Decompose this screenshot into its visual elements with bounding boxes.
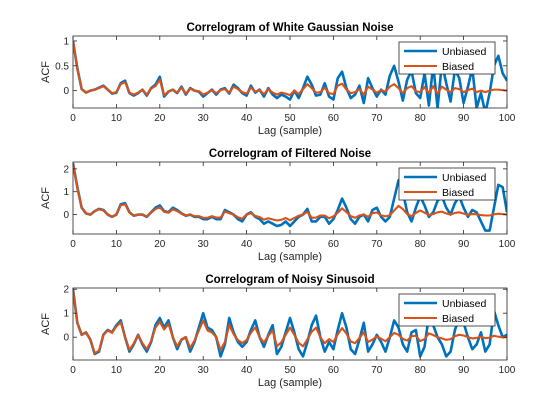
- x-tick-label: 20: [154, 239, 166, 250]
- x-tick-label: 90: [458, 113, 470, 124]
- x-tick-label: 50: [284, 239, 296, 250]
- x-tick-label: 30: [198, 113, 210, 124]
- series-line-biased: [73, 289, 507, 355]
- x-tick-label: 10: [111, 239, 123, 250]
- legend-label-unbiased: Unbiased: [442, 298, 487, 310]
- series-line-unbiased: [73, 289, 507, 358]
- y-tick-label: 0: [63, 210, 69, 221]
- chart-title: Correlogram of White Gaussian Noise: [186, 22, 393, 34]
- y-tick-label: 0: [63, 86, 69, 97]
- legend-box: [398, 167, 496, 201]
- legend-label-biased: Biased: [442, 61, 474, 73]
- x-tick-label: 30: [198, 365, 210, 376]
- x-tick-label: 70: [371, 365, 383, 376]
- x-tick-label: 80: [415, 113, 427, 124]
- legend-label-biased: Biased: [442, 313, 474, 325]
- x-tick-label: 90: [458, 239, 470, 250]
- x-tick-label: 70: [371, 239, 383, 250]
- x-tick-label: 100: [499, 239, 516, 250]
- y-tick-label: 0: [63, 333, 69, 344]
- legend-label-unbiased: Unbiased: [442, 172, 487, 184]
- y-tick-label: 1: [63, 36, 69, 47]
- legend-box: [398, 41, 496, 75]
- x-tick-label: 90: [458, 365, 470, 376]
- legend: Unbiased Biased: [398, 41, 496, 75]
- x-tick-label: 20: [154, 113, 166, 124]
- x-tick-label: 40: [241, 113, 253, 124]
- legend-box: [398, 293, 496, 327]
- x-axis-label: Lag (sample): [258, 251, 322, 263]
- legend: Unbiased Biased: [398, 293, 496, 327]
- x-tick-label: 0: [70, 365, 76, 376]
- x-tick-label: 30: [198, 239, 210, 250]
- x-tick-label: 80: [415, 365, 427, 376]
- x-tick-label: 60: [328, 113, 340, 124]
- y-tick-label: 1: [63, 187, 69, 198]
- chart-title: Correlogram of Filtered Noise: [209, 148, 371, 160]
- x-axis-label: Lag (sample): [258, 125, 322, 137]
- x-tick-label: 70: [371, 113, 383, 124]
- x-tick-label: 0: [70, 239, 76, 250]
- series-line-biased: [73, 40, 507, 97]
- subplot-1: 0 10 20 30 40 50 60 70 80 90 100 1 0.5 0 Correlogram o…: [40, 22, 516, 137]
- series-line-biased: [73, 162, 507, 222]
- x-tick-label: 20: [154, 365, 166, 376]
- x-tick-label: 100: [499, 365, 516, 376]
- chart-title: Correlogram of Noisy Sinusoid: [205, 274, 374, 286]
- y-tick-label: 2: [63, 285, 69, 296]
- y-axis-label: ACF: [40, 187, 52, 209]
- x-tick-label: 80: [415, 239, 427, 250]
- x-tick-label: 40: [241, 365, 253, 376]
- legend-label-biased: Biased: [442, 187, 474, 199]
- x-tick-label: 40: [241, 239, 253, 250]
- x-tick-label: 100: [499, 113, 516, 124]
- x-tick-label: 60: [328, 365, 340, 376]
- x-tick-label: 60: [328, 239, 340, 250]
- x-tick-label: 10: [111, 365, 123, 376]
- y-axis-label: ACF: [40, 313, 52, 335]
- legend-label-unbiased: Unbiased: [442, 46, 487, 58]
- y-axis-label: ACF: [40, 61, 52, 83]
- x-tick-label: 0: [70, 113, 76, 124]
- x-axis-label: Lag (sample): [258, 377, 322, 389]
- y-tick-label: 0.5: [55, 61, 69, 72]
- x-tick-label: 50: [284, 365, 296, 376]
- x-tick-label: 10: [111, 113, 123, 124]
- y-tick-label: 1: [63, 309, 69, 320]
- x-tick-label: 50: [284, 113, 296, 124]
- y-tick-label: 2: [63, 164, 69, 175]
- legend: Unbiased Biased: [398, 167, 496, 201]
